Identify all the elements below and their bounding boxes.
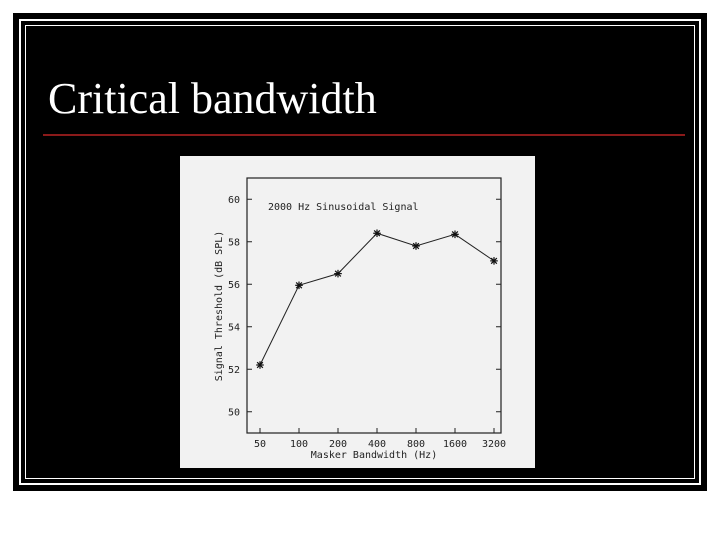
y-tick-label: 54 — [228, 322, 240, 333]
y-tick-label: 50 — [228, 407, 240, 418]
y-tick-label: 52 — [228, 365, 240, 376]
x-axis-ticks: 50 100 200 400 800 1600 3200 — [254, 428, 506, 450]
plot-frame — [246, 177, 502, 434]
x-tick-label: 200 — [329, 439, 347, 450]
slide-frame-inner — [25, 25, 695, 479]
x-tick-label: 50 — [254, 439, 266, 450]
chart-svg: 50 52 54 56 58 60 50 100 200 400 800 1600 3200 2000… — [214, 177, 506, 461]
x-axis-label: Masker Bandwidth (Hz) — [311, 450, 437, 461]
x-tick-label: 100 — [290, 439, 308, 450]
y-axis-label: Signal Threshold (dB SPL) — [214, 231, 225, 382]
x-tick-label: 800 — [407, 439, 425, 450]
data-point-stroke — [490, 257, 498, 265]
data-point-stroke — [256, 361, 264, 369]
chart-image: 50 52 54 56 58 60 50 100 200 400 800 1600 3200 2000… — [180, 156, 535, 468]
data-point — [334, 269, 342, 278]
data-series — [256, 229, 498, 369]
slide-frame-outer — [19, 19, 701, 485]
data-point-stroke — [334, 270, 342, 277]
data-point — [373, 229, 381, 238]
data-point — [295, 281, 303, 290]
y-tick-label: 56 — [228, 280, 240, 291]
slide-title: Critical bandwidth — [48, 74, 377, 123]
series-line — [259, 232, 495, 366]
y-tick-label: 58 — [228, 237, 240, 248]
x-tick-label: 400 — [368, 439, 386, 450]
data-point — [490, 257, 498, 265]
data-point-stroke — [373, 229, 381, 237]
x-tick-label: 1600 — [443, 439, 467, 450]
x-tick-label: 3200 — [482, 439, 506, 450]
data-point — [256, 361, 264, 369]
slide: Critical bandwidth 50 52 54 56 58 60 50 100 200… — [13, 13, 707, 491]
data-point-stroke — [295, 282, 303, 289]
data-point-stroke — [412, 242, 420, 250]
chart-title: 2000 Hz Sinusoidal Signal — [268, 202, 419, 213]
title-underline — [43, 134, 685, 136]
data-point — [451, 230, 459, 239]
data-point-stroke — [451, 231, 459, 238]
y-tick-label: 60 — [228, 195, 240, 206]
data-point — [412, 242, 420, 250]
y-axis-ticks: 50 52 54 56 58 60 — [228, 195, 501, 418]
